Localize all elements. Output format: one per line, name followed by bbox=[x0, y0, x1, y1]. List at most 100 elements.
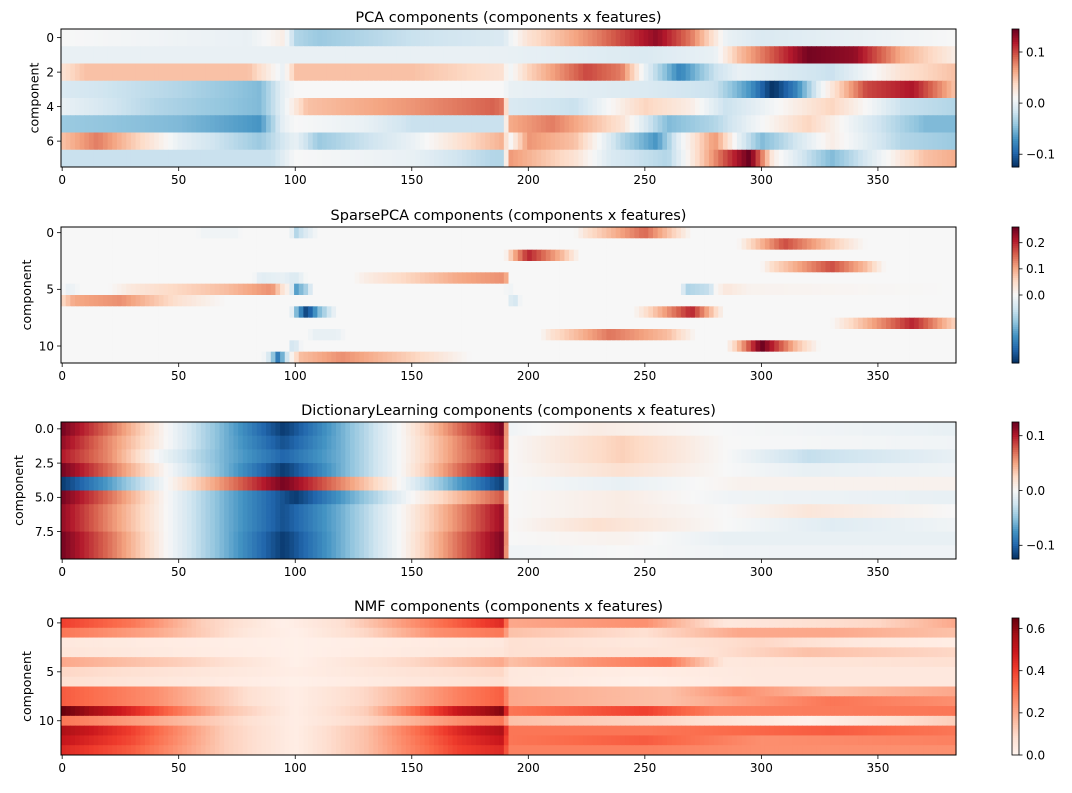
heatmap-cell bbox=[858, 329, 863, 341]
heatmap-cell bbox=[159, 284, 164, 296]
heatmap-cell bbox=[574, 227, 579, 239]
heatmap-cell bbox=[550, 98, 555, 116]
heatmap-cell bbox=[592, 29, 597, 47]
heatmap-cell bbox=[457, 463, 462, 477]
heatmap-cell bbox=[933, 64, 938, 82]
heatmap-cell bbox=[471, 250, 476, 262]
heatmap-cell bbox=[658, 98, 663, 116]
heatmap-cell bbox=[816, 340, 821, 352]
heatmap-cell bbox=[238, 115, 243, 133]
heatmap-cell bbox=[690, 133, 695, 151]
heatmap-cell bbox=[196, 340, 201, 352]
heatmap-cell bbox=[914, 340, 919, 352]
heatmap-cell bbox=[294, 449, 299, 463]
heatmap-cell bbox=[639, 64, 644, 82]
heatmap-cell bbox=[164, 340, 169, 352]
heatmap-cell bbox=[201, 133, 206, 151]
heatmap-cell bbox=[84, 295, 89, 307]
heatmap-cell bbox=[327, 463, 332, 477]
heatmap-cell bbox=[802, 477, 807, 491]
heatmap-cell bbox=[168, 115, 173, 133]
heatmap-cell bbox=[718, 250, 723, 262]
heatmap-cell bbox=[648, 329, 653, 341]
heatmap-cell bbox=[518, 436, 523, 450]
heatmap-cell bbox=[569, 284, 574, 296]
heatmap-cell bbox=[658, 477, 663, 491]
heatmap-cell bbox=[476, 98, 481, 116]
heatmap-cell bbox=[140, 81, 145, 99]
heatmap-cell bbox=[210, 64, 215, 82]
x-tick-label: 300 bbox=[750, 369, 773, 383]
heatmap-cell bbox=[770, 150, 775, 168]
heatmap-cell bbox=[672, 284, 677, 296]
heatmap-cell bbox=[327, 295, 332, 307]
heatmap-cell bbox=[457, 261, 462, 273]
heatmap-cell bbox=[439, 318, 444, 330]
heatmap-cell bbox=[942, 150, 947, 168]
heatmap-cell bbox=[108, 422, 113, 436]
heatmap-cell bbox=[350, 329, 355, 341]
heatmap-cell bbox=[103, 272, 108, 284]
heatmap-cell bbox=[448, 133, 453, 151]
heatmap-cell bbox=[233, 329, 238, 341]
heatmap-cell bbox=[247, 318, 252, 330]
heatmap-cell bbox=[872, 250, 877, 262]
heatmap-cell bbox=[178, 329, 183, 341]
heatmap-cell bbox=[798, 329, 803, 341]
heatmap-cell bbox=[359, 46, 364, 64]
heatmap-cell bbox=[881, 227, 886, 239]
heatmap-cell bbox=[709, 261, 714, 273]
heatmap-cell bbox=[201, 250, 206, 262]
heatmap-cell bbox=[760, 115, 765, 133]
heatmap-cell bbox=[839, 227, 844, 239]
heatmap-cell bbox=[308, 352, 313, 364]
heatmap-cell bbox=[355, 150, 360, 168]
heatmap-cell bbox=[728, 46, 733, 64]
heatmap-cell bbox=[275, 227, 280, 239]
heatmap-cell bbox=[369, 422, 374, 436]
heatmap-cell bbox=[560, 422, 565, 436]
heatmap-cell bbox=[560, 329, 565, 341]
heatmap-cell bbox=[784, 422, 789, 436]
heatmap-cell bbox=[620, 318, 625, 330]
heatmap-cell bbox=[336, 318, 341, 330]
heatmap-cell bbox=[61, 477, 66, 491]
heatmap-cell bbox=[891, 272, 896, 284]
heatmap-cell bbox=[439, 227, 444, 239]
heatmap-cell bbox=[485, 29, 490, 47]
heatmap-cell bbox=[481, 352, 486, 364]
heatmap-cell bbox=[891, 422, 896, 436]
heatmap-cell bbox=[816, 29, 821, 47]
heatmap-cell bbox=[210, 238, 215, 250]
heatmap-cell bbox=[779, 272, 784, 284]
heatmap-cell bbox=[681, 477, 686, 491]
heatmap-cell bbox=[182, 272, 187, 284]
heatmap-cell bbox=[397, 227, 402, 239]
heatmap-cell bbox=[145, 250, 150, 262]
heatmap-cell bbox=[732, 284, 737, 296]
heatmap-cell bbox=[89, 329, 94, 341]
heatmap-cell bbox=[420, 115, 425, 133]
heatmap-cell bbox=[564, 238, 569, 250]
heatmap-cell bbox=[378, 250, 383, 262]
heatmap-cell bbox=[760, 261, 765, 273]
heatmap-cell bbox=[788, 329, 793, 341]
heatmap-cell bbox=[117, 352, 122, 364]
heatmap-cell bbox=[369, 272, 374, 284]
heatmap-cell bbox=[485, 261, 490, 273]
heatmap-cell bbox=[676, 98, 681, 116]
heatmap-cell bbox=[448, 272, 453, 284]
heatmap-cell bbox=[602, 29, 607, 47]
heatmap-cell bbox=[667, 352, 672, 364]
heatmap-cell bbox=[150, 352, 155, 364]
heatmap-cell bbox=[266, 352, 271, 364]
heatmap-cell bbox=[858, 29, 863, 47]
heatmap-cell bbox=[574, 250, 579, 262]
heatmap-cell bbox=[583, 250, 588, 262]
heatmap-cell bbox=[322, 98, 327, 116]
heatmap-cell bbox=[816, 306, 821, 318]
heatmap-cell bbox=[112, 115, 117, 133]
heatmap-cell bbox=[289, 133, 294, 151]
heatmap-cell bbox=[471, 98, 476, 116]
heatmap-cell bbox=[760, 250, 765, 262]
